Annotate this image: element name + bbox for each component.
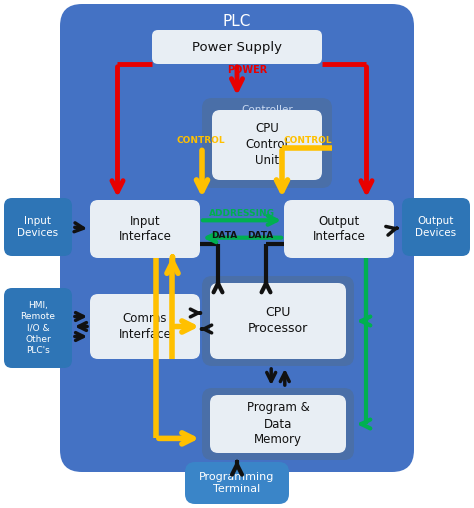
Text: DATA: DATA xyxy=(211,232,237,240)
FancyBboxPatch shape xyxy=(90,200,200,258)
Text: ADDRESSING: ADDRESSING xyxy=(209,209,275,218)
FancyBboxPatch shape xyxy=(284,200,394,258)
Text: Output
Devices: Output Devices xyxy=(415,216,456,238)
Text: CPU
Processor: CPU Processor xyxy=(248,306,308,335)
FancyBboxPatch shape xyxy=(152,30,322,64)
FancyBboxPatch shape xyxy=(202,98,332,188)
Text: Input
Interface: Input Interface xyxy=(118,214,172,243)
FancyBboxPatch shape xyxy=(202,388,354,460)
Text: CONTROL: CONTROL xyxy=(283,136,332,145)
Text: POWER: POWER xyxy=(227,65,267,75)
FancyBboxPatch shape xyxy=(185,462,289,504)
FancyBboxPatch shape xyxy=(210,283,346,359)
Text: Controller: Controller xyxy=(241,105,293,115)
FancyBboxPatch shape xyxy=(402,198,470,256)
FancyBboxPatch shape xyxy=(4,198,72,256)
Text: Power Supply: Power Supply xyxy=(192,41,282,53)
Text: Comms
Interface: Comms Interface xyxy=(118,312,172,341)
Text: HMI,
Remote
I/O &
Other
PLC's: HMI, Remote I/O & Other PLC's xyxy=(20,301,55,355)
Text: Programming
Terminal: Programming Terminal xyxy=(199,472,275,494)
FancyBboxPatch shape xyxy=(202,276,354,366)
FancyBboxPatch shape xyxy=(60,4,414,472)
Text: CPU
Control
Unit: CPU Control Unit xyxy=(246,122,289,168)
Text: CONTROL: CONTROL xyxy=(177,136,225,145)
Text: PLC: PLC xyxy=(223,15,251,29)
FancyBboxPatch shape xyxy=(90,294,200,359)
FancyBboxPatch shape xyxy=(4,288,72,368)
Text: Program &
Data
Memory: Program & Data Memory xyxy=(246,401,310,447)
Text: Output
Interface: Output Interface xyxy=(312,214,365,243)
Text: DATA: DATA xyxy=(247,232,273,240)
FancyBboxPatch shape xyxy=(212,110,322,180)
FancyBboxPatch shape xyxy=(210,395,346,453)
Text: Input
Devices: Input Devices xyxy=(18,216,59,238)
